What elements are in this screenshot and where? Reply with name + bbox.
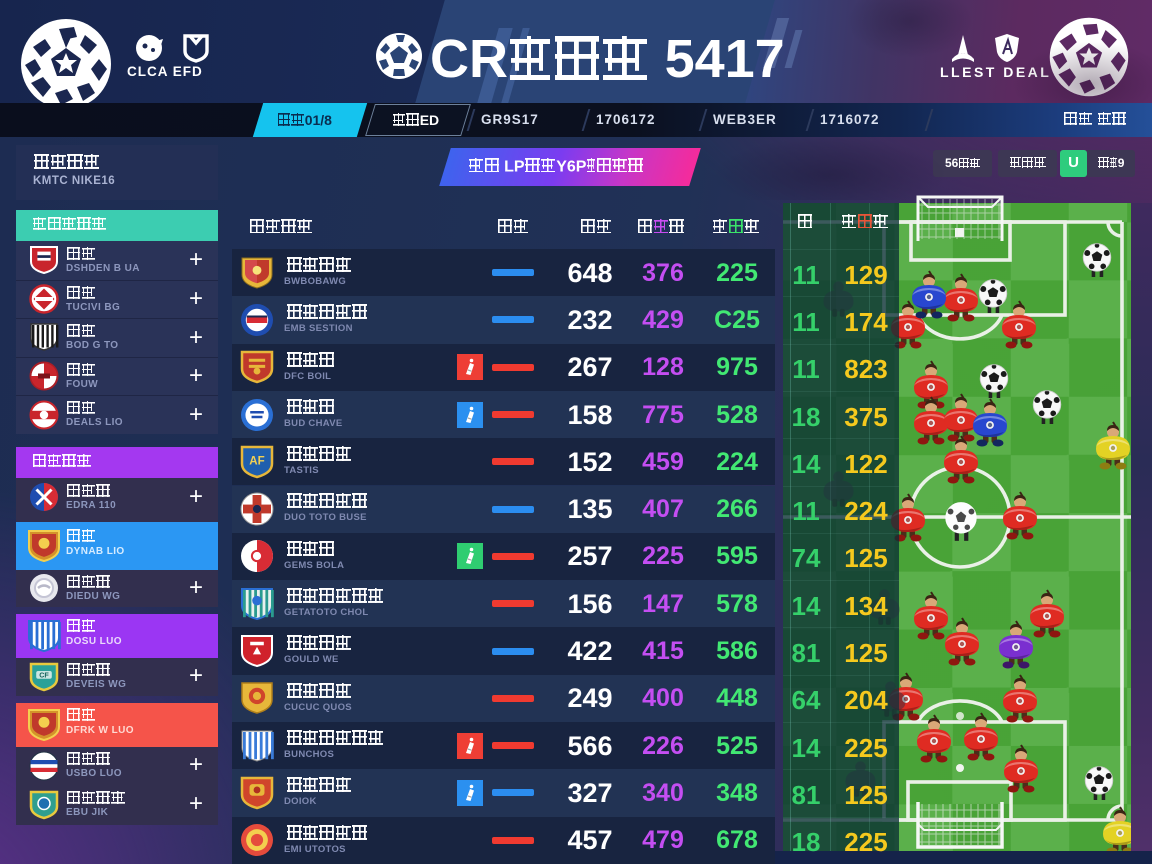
- svg-text:AF: AF: [249, 456, 264, 468]
- svg-text:CF: CF: [39, 671, 49, 680]
